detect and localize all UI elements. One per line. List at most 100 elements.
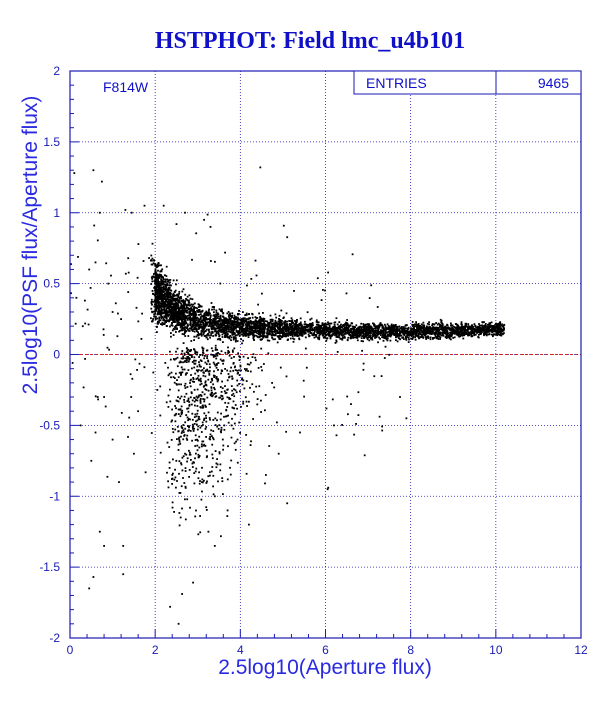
data-point (232, 325, 235, 327)
data-point (188, 476, 190, 478)
data-point (223, 332, 226, 335)
data-point (163, 296, 165, 299)
data-point (373, 331, 376, 334)
data-point (224, 327, 226, 330)
data-point (422, 321, 425, 324)
data-point (407, 336, 410, 339)
data-point (274, 329, 277, 332)
data-point (189, 385, 192, 388)
data-point (442, 334, 444, 337)
data-point (210, 332, 213, 335)
data-point (430, 328, 433, 331)
data-point (345, 321, 347, 324)
data-point (435, 329, 438, 331)
data-point (216, 411, 219, 414)
data-point (222, 320, 225, 323)
data-point (202, 321, 205, 324)
data-point (171, 298, 174, 301)
data-point (262, 332, 264, 335)
data-point (169, 279, 172, 281)
data-point (196, 405, 199, 407)
data-point (418, 337, 420, 340)
data-point (194, 434, 197, 437)
data-point (428, 321, 430, 324)
data-point (344, 328, 347, 330)
data-point (238, 335, 241, 337)
data-point (412, 331, 415, 333)
data-point (161, 294, 164, 297)
data-point (226, 326, 228, 329)
data-point (477, 325, 479, 328)
data-point (225, 319, 227, 322)
data-point (230, 424, 233, 427)
data-point (301, 330, 304, 333)
data-point (224, 331, 226, 333)
data-point (363, 329, 366, 332)
data-point (245, 334, 248, 337)
data-point (260, 331, 263, 334)
data-point (362, 340, 364, 343)
data-point (441, 324, 443, 327)
data-point (299, 329, 302, 331)
data-point (502, 325, 505, 328)
data-point (329, 329, 331, 331)
data-point (326, 328, 329, 331)
data-point (249, 317, 251, 319)
data-point (213, 355, 216, 357)
data-point (197, 533, 200, 536)
data-point (176, 317, 179, 320)
data-point (414, 329, 416, 332)
data-point (343, 325, 345, 328)
data-point (474, 325, 477, 328)
data-point (160, 317, 163, 320)
data-point (297, 335, 300, 337)
data-point (358, 329, 361, 331)
data-point (191, 323, 194, 326)
data-point (497, 326, 500, 328)
data-point (246, 332, 249, 335)
data-point (338, 334, 341, 336)
data-point (179, 311, 181, 314)
data-point (275, 324, 277, 327)
data-point (197, 317, 199, 320)
data-point (403, 328, 405, 331)
data-point (155, 309, 158, 312)
data-point (224, 319, 226, 321)
data-point (176, 321, 179, 323)
data-point (203, 357, 206, 360)
data-point (180, 323, 182, 325)
data-point (196, 307, 198, 310)
data-point (215, 324, 218, 327)
data-point (235, 318, 238, 320)
data-point (377, 324, 380, 327)
data-point (194, 326, 197, 329)
data-point (320, 325, 322, 327)
data-point (173, 294, 176, 297)
data-point (153, 294, 156, 296)
data-point (240, 333, 243, 336)
data-point (171, 419, 173, 422)
data-point (169, 358, 172, 361)
data-point (168, 320, 170, 323)
data-point (490, 325, 492, 328)
data-point (242, 318, 245, 321)
data-point (455, 333, 458, 336)
data-point (258, 319, 261, 322)
data-point (213, 328, 215, 331)
data-point (338, 336, 341, 339)
data-point (304, 336, 307, 339)
data-point (337, 330, 340, 332)
data-point (233, 316, 236, 319)
data-point (346, 331, 349, 334)
data-point (332, 330, 334, 333)
data-point (182, 477, 184, 479)
data-point (174, 294, 177, 297)
data-point (235, 334, 238, 337)
data-point (307, 329, 310, 332)
data-point (178, 309, 180, 312)
data-point (371, 337, 373, 340)
data-point (352, 333, 355, 336)
data-point (439, 323, 441, 326)
data-point (417, 330, 419, 333)
data-point (353, 332, 356, 335)
